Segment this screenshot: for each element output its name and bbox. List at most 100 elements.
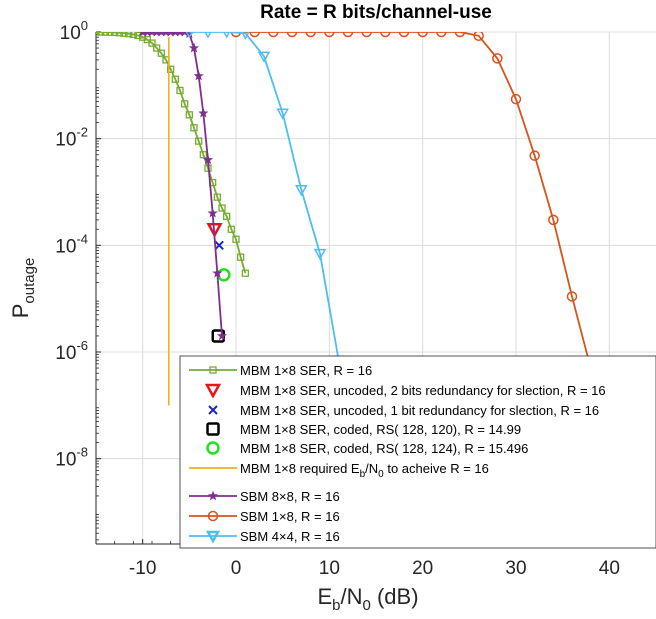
data-point <box>473 32 484 42</box>
data-point <box>115 32 123 37</box>
series-line <box>189 32 340 361</box>
data-point <box>241 32 250 40</box>
series-1 <box>206 223 223 238</box>
data-point <box>313 248 327 261</box>
data-point <box>185 32 193 39</box>
data-point <box>232 235 240 243</box>
series-layer <box>96 32 596 406</box>
data-point <box>227 225 235 233</box>
x-tick-label: 20 <box>412 558 433 579</box>
data-point <box>111 32 119 37</box>
data-point <box>241 269 249 277</box>
legend-entry: SBM 8×8, R = 16 <box>189 489 340 504</box>
data-point <box>148 32 156 37</box>
data-point <box>276 108 289 120</box>
data-point <box>171 75 179 83</box>
legend-marker <box>208 405 218 415</box>
data-point <box>162 32 170 37</box>
legend-entry: MBM 1×8 SER, R = 16 <box>189 363 372 378</box>
data-point <box>548 214 559 226</box>
x-tick-label: 0 <box>231 558 242 579</box>
data-point <box>185 111 193 119</box>
series-line <box>236 32 592 369</box>
data-point <box>237 253 245 261</box>
data-point <box>398 32 410 38</box>
data-point <box>268 32 279 38</box>
series-6 <box>139 32 228 341</box>
legend-marker <box>206 441 220 455</box>
data-point <box>198 107 209 118</box>
y-axis-label: Poutage <box>8 258 38 319</box>
data-point <box>223 32 231 39</box>
data-point <box>380 32 391 38</box>
legend-label: MBM 1×8 SER, R = 16 <box>240 363 372 378</box>
data-point <box>342 32 354 38</box>
data-point <box>190 124 198 132</box>
data-point <box>324 32 335 38</box>
data-point <box>167 32 174 37</box>
data-point <box>199 151 207 159</box>
data-point <box>193 70 204 81</box>
data-point <box>195 137 203 145</box>
data-point <box>97 32 105 36</box>
legend-label: SBM 1×8, R = 16 <box>240 509 340 524</box>
data-point <box>202 154 214 165</box>
data-point <box>361 32 372 38</box>
legend-label: SBM 4×4, R = 16 <box>240 529 340 544</box>
legend-label: MBM 1×8 SER, coded, RS( 128, 124), R = 1… <box>240 441 528 456</box>
legend-marker <box>207 490 219 501</box>
data-point <box>230 32 242 38</box>
legend-label: MBM 1×8 SER, uncoded, 1 bit redundancy f… <box>240 403 599 418</box>
data-point <box>249 32 260 38</box>
data-point <box>286 32 298 38</box>
series-0 <box>96 32 249 277</box>
legend-marker <box>204 383 222 399</box>
data-point <box>305 32 316 38</box>
data-point <box>566 291 578 302</box>
data-point <box>454 32 466 38</box>
data-point <box>129 32 137 39</box>
y-tick-label: 10-4 <box>55 231 88 257</box>
x-tick-label: -10 <box>129 558 156 579</box>
legend-marker <box>205 530 221 544</box>
data-point <box>158 32 165 37</box>
data-point <box>257 51 271 63</box>
legend-label: SBM 8×8, R = 16 <box>240 489 340 504</box>
data-point <box>144 32 151 37</box>
legend-label: MBM 1×8 SER, uncoded, 2 bits redundancy … <box>240 383 606 398</box>
chart-title: Rate = R bits/channel-use <box>260 2 492 23</box>
x-tick-label: 40 <box>599 558 620 579</box>
data-point <box>101 32 109 36</box>
legend-entry: SBM 4×4, R = 16 <box>189 529 340 544</box>
legend-entry: MBM 1×8 SER, coded, RS( 128, 120), R = 1… <box>206 422 521 437</box>
legend-entry: MBM 1×8 required Eb/N0 to acheive R = 16 <box>189 461 489 480</box>
data-point <box>172 32 179 37</box>
single-point <box>206 223 223 238</box>
x-axis-label: Eb/N0 (dB) <box>317 584 418 614</box>
data-point <box>167 65 175 73</box>
x-tick-label: 10 <box>319 558 340 579</box>
data-point <box>218 204 226 212</box>
legend-marker <box>209 366 217 374</box>
legend-box <box>179 355 656 549</box>
data-point <box>417 32 428 38</box>
legend-entry: MBM 1×8 SER, coded, RS( 128, 124), R = 1… <box>206 441 528 456</box>
data-point <box>510 93 522 105</box>
y-tick-label: 100 <box>60 18 88 44</box>
data-point <box>176 32 184 37</box>
data-point <box>148 39 156 47</box>
data-point <box>207 207 218 218</box>
legend-marker <box>206 422 220 436</box>
legend: MBM 1×8 SER, R = 16 MBM 1×8 SER, uncoded,… <box>179 355 656 549</box>
data-point <box>106 32 114 36</box>
legend-label: MBM 1×8 required Eb/N0 to acheive R = 16 <box>240 461 489 480</box>
data-point <box>295 185 308 197</box>
data-point <box>212 267 223 278</box>
legend-marker <box>207 510 219 522</box>
data-point <box>213 193 221 201</box>
legend-entry: MBM 1×8 SER, uncoded, 1 bit redundancy f… <box>208 403 599 418</box>
tick-labels: -10 0 10 20 30 40 100 10-2 10-4 10-6 10-8 <box>55 18 620 579</box>
data-point <box>125 32 133 38</box>
data-point <box>223 212 231 220</box>
